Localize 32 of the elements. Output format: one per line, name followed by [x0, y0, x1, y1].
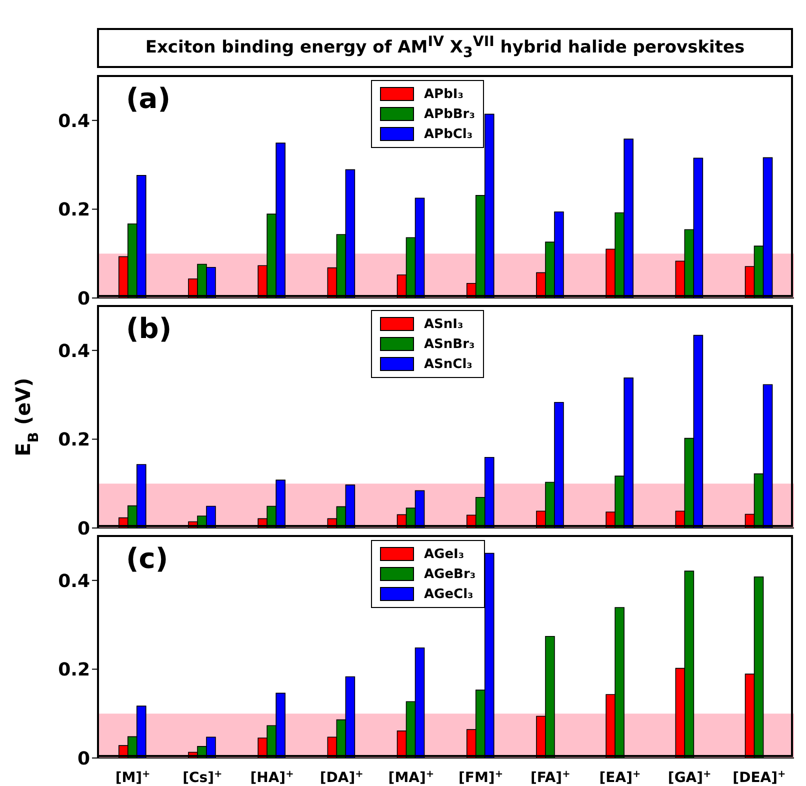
x-tick-label: [FA]$^{+}$: [530, 768, 570, 786]
legend-label: APbI₃: [424, 86, 464, 102]
x-tick-label: [HA]$^{+}$: [250, 768, 294, 786]
legend-label: AGeBr₃: [424, 566, 476, 582]
legend-label: ASnCl₃: [424, 356, 472, 372]
y-tick-label: 0: [77, 518, 90, 540]
y-tick-label: 0.2: [58, 200, 90, 221]
x-tick-label: [EA]$^{+}$: [599, 768, 641, 786]
x-tick-label: [DA]$^{+}$: [320, 768, 364, 786]
y-tick-label: 0.4: [58, 110, 90, 132]
legend-label: ASnI₃: [424, 316, 464, 332]
y-tick-label: 0: [77, 748, 90, 770]
y-tick-label: 0: [77, 288, 90, 310]
x-tick-label: [DEA]$^{+}$: [732, 768, 786, 786]
legend-label: ASnBr₃: [424, 336, 475, 352]
annotation: (b): [126, 312, 172, 345]
x-tick-label: [GA]$^{+}$: [668, 768, 712, 786]
legend-label: AGeI₃: [424, 546, 464, 562]
legend-label: APbCl₃: [424, 126, 473, 142]
y-tick-label: 0.4: [58, 340, 90, 362]
chart-title: Exciton binding energy of AM$^{IV}$ X$_{3}$$^{VII}$ hybrid halide perovskites: [145, 34, 745, 62]
annotation: (c): [126, 542, 168, 575]
x-tick-label: [M]$^{+}$: [115, 768, 150, 786]
x-tick-label: [FM]$^{+}$: [458, 768, 504, 786]
x-tick-label: [Cs]$^{+}$: [182, 768, 222, 786]
y-tick-label: 0.2: [58, 660, 90, 681]
legend-label: APbBr₃: [424, 106, 475, 122]
y-tick-label: 0.4: [58, 570, 90, 592]
legend-label: AGeCl₃: [424, 586, 474, 602]
x-tick-label: [MA]$^{+}$: [388, 768, 434, 786]
annotation: (a): [126, 82, 170, 115]
y-tick-label: 0.2: [58, 430, 90, 451]
